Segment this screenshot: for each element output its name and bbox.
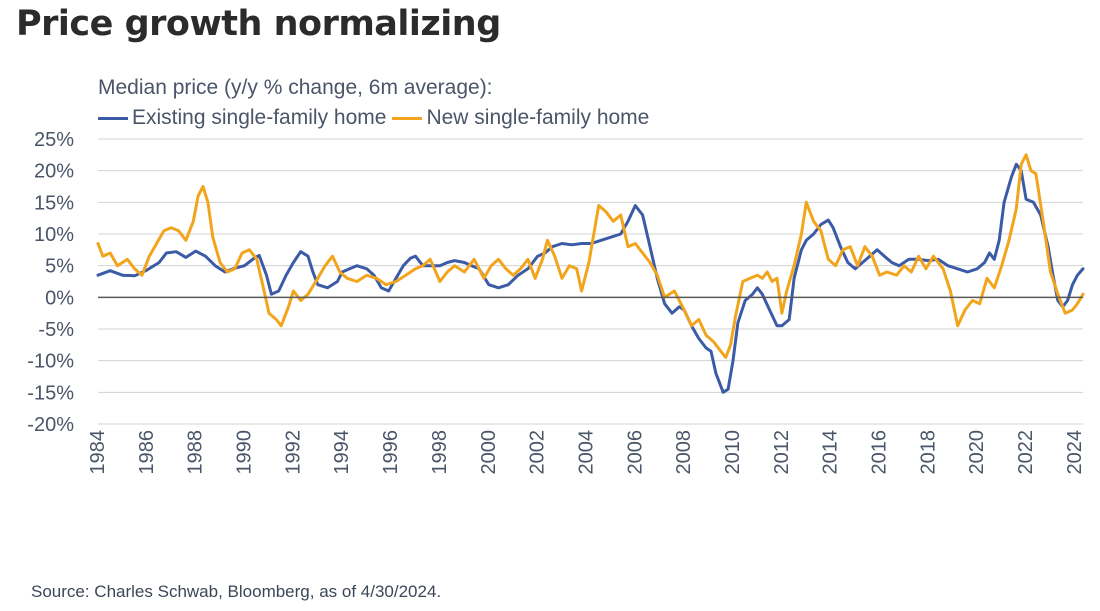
- y-tick-label: -10%: [27, 351, 74, 373]
- page-title: Price growth normalizing: [16, 4, 501, 44]
- source-note: Source: Charles Schwab, Bloomberg, as of…: [31, 582, 442, 601]
- y-tick-label: 25%: [34, 129, 74, 151]
- x-tick-label: 2020: [966, 430, 988, 475]
- legend-item-new: New single-family home: [392, 106, 649, 130]
- chart-legend: Existing single-family home New single-f…: [98, 106, 655, 130]
- series-line-new: [96, 153, 1085, 359]
- legend-swatch-new: [392, 116, 423, 120]
- x-tick-label: 1996: [380, 430, 402, 475]
- legend-label-existing: Existing single-family home: [132, 106, 387, 129]
- y-tick-label: 0%: [45, 287, 74, 309]
- x-tick-label: 2014: [820, 430, 842, 475]
- y-tick-label: -20%: [27, 414, 74, 436]
- y-tick-label: 10%: [34, 224, 74, 246]
- x-tick-label: 2022: [1015, 430, 1037, 475]
- series-line-existing: [96, 162, 1085, 394]
- x-tick-label: 2012: [771, 430, 793, 475]
- y-tick-label: 20%: [34, 161, 74, 183]
- x-tick-label: 2006: [624, 430, 646, 475]
- legend-item-existing: Existing single-family home: [98, 106, 386, 130]
- x-tick-label: 2024: [1064, 430, 1086, 475]
- y-tick-label: -15%: [27, 382, 74, 404]
- y-tick-label: -5%: [38, 319, 74, 341]
- legend-label-new: New single-family home: [426, 106, 650, 129]
- x-tick-label: 1992: [282, 430, 304, 475]
- x-tick-label: 1984: [87, 430, 109, 475]
- x-tick-label: 1988: [185, 430, 207, 475]
- y-tick-label: 15%: [34, 192, 74, 214]
- x-tick-label: 2018: [917, 430, 939, 475]
- x-tick-label: 2016: [869, 430, 891, 475]
- x-tick-label: 2002: [527, 430, 549, 475]
- x-tick-label: 1990: [234, 430, 256, 475]
- x-tick-label: 1998: [429, 430, 451, 475]
- legend-swatch-existing: [98, 116, 128, 120]
- x-tick-label: 1994: [331, 430, 353, 475]
- x-tick-label: 2000: [478, 430, 500, 475]
- x-tick-label: 2010: [722, 430, 744, 475]
- chart-subtitle: Median price (y/y % change, 6m average):: [98, 76, 493, 99]
- x-tick-label: 1986: [136, 430, 158, 475]
- x-tick-label: 2008: [673, 430, 695, 475]
- y-tick-label: 5%: [45, 256, 74, 278]
- x-tick-label: 2004: [575, 430, 597, 475]
